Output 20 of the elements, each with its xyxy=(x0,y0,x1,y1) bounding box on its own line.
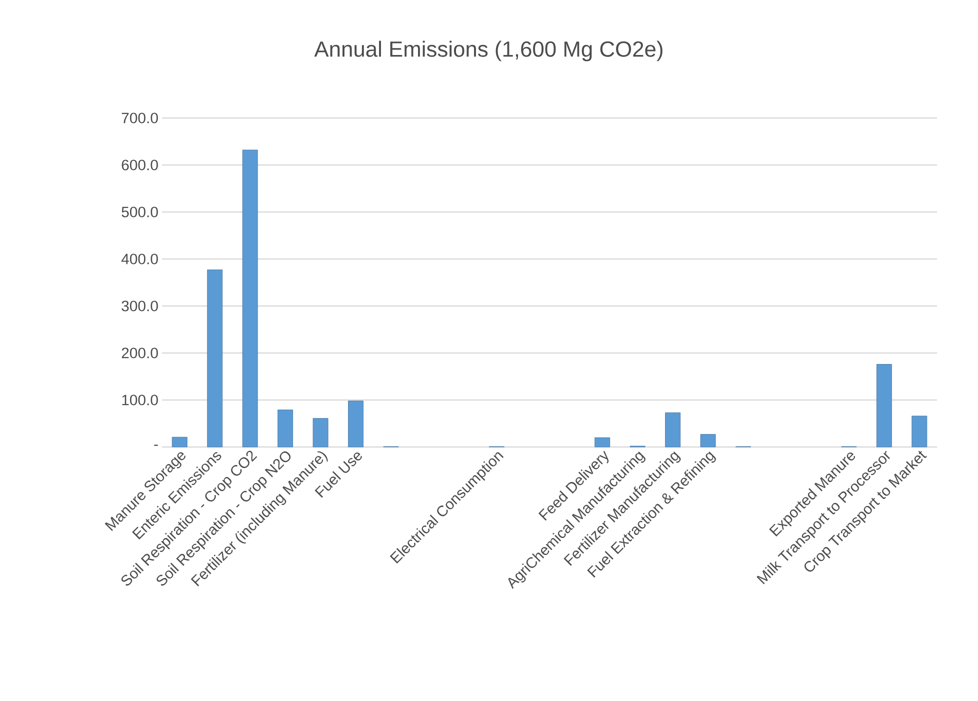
bar xyxy=(700,434,716,448)
y-tick-label: 200.0 xyxy=(122,348,158,358)
bar xyxy=(348,400,364,448)
bar xyxy=(172,436,188,448)
y-tick-label: 300.0 xyxy=(122,300,158,312)
bar xyxy=(912,416,928,448)
bar xyxy=(594,437,610,448)
y-tick-label: - xyxy=(154,444,158,446)
y-tick-label: 600.0 xyxy=(122,160,158,170)
chart-title: Annual Emissions (1,600 Mg CO2e) xyxy=(314,40,662,62)
y-tick-label: 500.0 xyxy=(122,206,158,218)
bar xyxy=(207,270,223,448)
bar xyxy=(312,418,328,448)
y-tick-label: 400.0 xyxy=(121,254,158,264)
bar xyxy=(278,410,294,448)
bar xyxy=(665,412,681,448)
bar xyxy=(242,150,258,448)
bar xyxy=(876,364,892,448)
y-tick-label: 700.0 xyxy=(122,112,158,124)
y-tick-label: 100.0 xyxy=(122,394,158,406)
